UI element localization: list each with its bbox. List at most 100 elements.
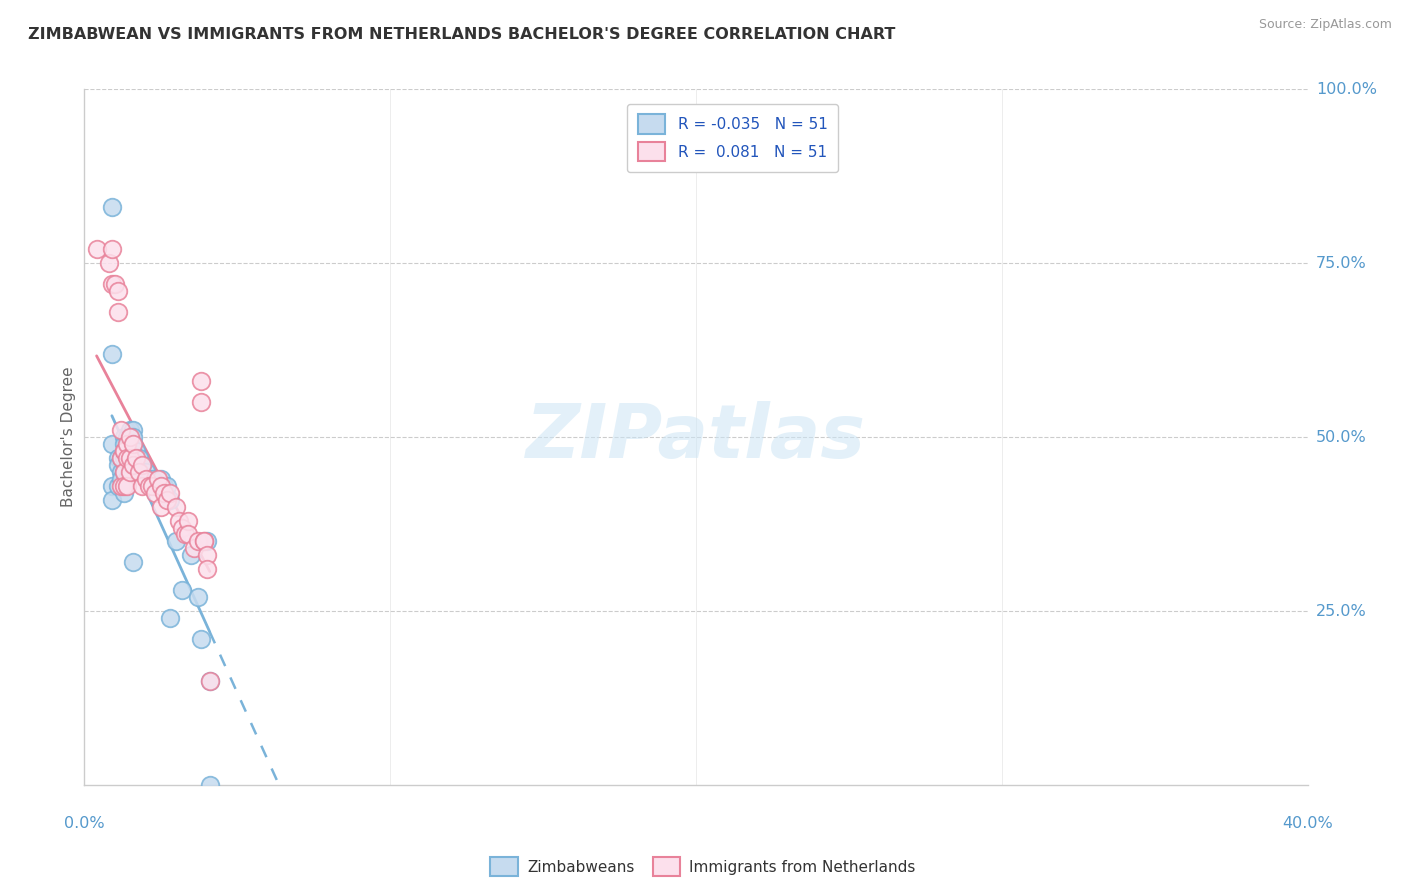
Point: [120, 458, 142, 472]
Point: [146, 472, 169, 486]
Point: [122, 423, 145, 437]
Point: [186, 534, 208, 549]
Point: [156, 479, 179, 493]
Point: [128, 465, 150, 479]
Point: [135, 465, 157, 479]
Point: [110, 472, 132, 486]
Point: [115, 479, 138, 493]
Point: [112, 465, 135, 479]
Point: [122, 437, 145, 451]
Point: [112, 444, 135, 458]
Point: [143, 485, 166, 500]
Point: [149, 472, 172, 486]
Point: [110, 479, 132, 493]
Point: [149, 479, 172, 493]
Text: ZIPatlas: ZIPatlas: [526, 401, 866, 474]
Text: 100.0%: 100.0%: [1316, 82, 1376, 96]
Point: [167, 514, 190, 528]
Point: [115, 450, 138, 465]
Point: [180, 549, 202, 563]
Point: [138, 472, 160, 486]
Point: [149, 479, 172, 493]
Point: [165, 534, 187, 549]
Point: [101, 492, 124, 507]
Point: [112, 444, 135, 458]
Point: [190, 395, 212, 409]
Legend: R = -0.035   N = 51, R =  0.081   N = 51: R = -0.035 N = 51, R = 0.081 N = 51: [627, 103, 838, 172]
Point: [101, 242, 124, 256]
Point: [141, 472, 163, 486]
Point: [177, 514, 200, 528]
Point: [141, 479, 163, 493]
Point: [135, 472, 157, 486]
Point: [159, 611, 181, 625]
Point: [193, 534, 215, 549]
Point: [172, 520, 194, 534]
Point: [174, 527, 197, 541]
Point: [122, 430, 145, 444]
Point: [153, 479, 176, 493]
Point: [156, 492, 179, 507]
Point: [131, 458, 153, 472]
Point: [107, 458, 129, 472]
Point: [122, 555, 145, 569]
Point: [193, 534, 215, 549]
Point: [120, 430, 142, 444]
Point: [195, 562, 218, 576]
Point: [115, 472, 138, 486]
Text: 50.0%: 50.0%: [1316, 430, 1367, 444]
Point: [101, 437, 124, 451]
Point: [198, 673, 221, 688]
Point: [101, 346, 124, 360]
Point: [172, 583, 194, 598]
Point: [112, 430, 135, 444]
Point: [190, 375, 212, 389]
Point: [110, 465, 132, 479]
Point: [120, 465, 142, 479]
Text: ZIMBABWEAN VS IMMIGRANTS FROM NETHERLANDS BACHELOR'S DEGREE CORRELATION CHART: ZIMBABWEAN VS IMMIGRANTS FROM NETHERLAND…: [28, 27, 896, 42]
Point: [159, 492, 181, 507]
Point: [120, 444, 142, 458]
Point: [125, 444, 148, 458]
Point: [128, 450, 150, 465]
Point: [122, 437, 145, 451]
Point: [112, 437, 135, 451]
Point: [190, 632, 212, 646]
Point: [97, 256, 120, 270]
Text: 75.0%: 75.0%: [1316, 256, 1367, 270]
Text: Source: ZipAtlas.com: Source: ZipAtlas.com: [1258, 18, 1392, 31]
Point: [125, 450, 148, 465]
Point: [112, 485, 135, 500]
Legend: Zimbabweans, Immigrants from Netherlands: Zimbabweans, Immigrants from Netherlands: [484, 851, 922, 882]
Y-axis label: Bachelor's Degree: Bachelor's Degree: [60, 367, 76, 508]
Point: [101, 479, 124, 493]
Point: [177, 527, 200, 541]
Point: [122, 458, 145, 472]
Point: [115, 437, 138, 451]
Point: [115, 430, 138, 444]
Point: [112, 479, 135, 493]
Point: [110, 450, 132, 465]
Point: [183, 541, 205, 556]
Point: [131, 458, 153, 472]
Text: 0.0%: 0.0%: [65, 815, 104, 830]
Point: [149, 500, 172, 514]
Point: [143, 479, 166, 493]
Point: [104, 277, 127, 291]
Point: [131, 479, 153, 493]
Point: [112, 465, 135, 479]
Point: [138, 479, 160, 493]
Point: [165, 500, 187, 514]
Point: [120, 450, 142, 465]
Point: [101, 277, 124, 291]
Point: [198, 673, 221, 688]
Point: [112, 450, 135, 465]
Point: [107, 305, 129, 319]
Point: [153, 485, 176, 500]
Point: [110, 450, 132, 465]
Point: [195, 534, 218, 549]
Point: [198, 778, 221, 792]
Text: 25.0%: 25.0%: [1316, 604, 1367, 618]
Point: [122, 450, 145, 465]
Point: [101, 201, 124, 215]
